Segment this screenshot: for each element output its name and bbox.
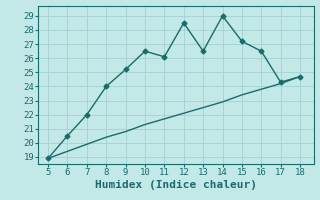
X-axis label: Humidex (Indice chaleur): Humidex (Indice chaleur)	[95, 180, 257, 190]
